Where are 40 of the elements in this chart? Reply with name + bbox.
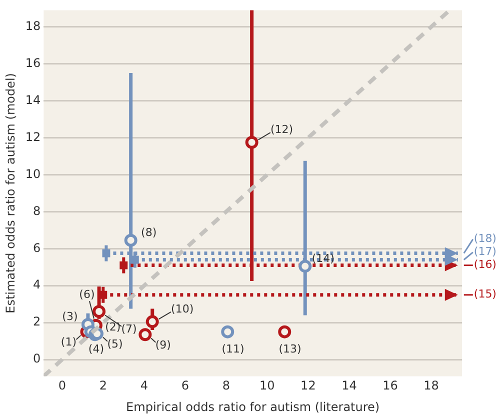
x-tick-label: 10 bbox=[260, 378, 275, 393]
x-tick-label: 6 bbox=[181, 378, 189, 393]
y-tick-label: 12 bbox=[25, 130, 41, 144]
legend-label: (15) bbox=[474, 288, 496, 301]
y-tick-label: 16 bbox=[25, 56, 41, 70]
annotation: (2) bbox=[105, 320, 121, 334]
y-tick-label: 18 bbox=[25, 18, 41, 33]
x-axis-title: Empirical odds ratio for autism (literature) bbox=[126, 400, 380, 414]
x-tick-label: 16 bbox=[382, 378, 398, 393]
annotation: (11) bbox=[222, 342, 244, 356]
y-axis-title: Estimated odds ratio for autism (model) bbox=[3, 73, 18, 314]
annotation: (4) bbox=[88, 342, 104, 356]
annotation: (14) bbox=[312, 252, 334, 265]
x-tick-label: 2 bbox=[99, 378, 107, 393]
y-tick-label: 0 bbox=[33, 352, 41, 366]
y-tick-label: 2 bbox=[33, 314, 41, 329]
legend-label: (16) bbox=[474, 258, 496, 272]
annotation: (7) bbox=[121, 322, 137, 336]
x-tick-label: 4 bbox=[140, 378, 148, 393]
x-tick-label: 0 bbox=[58, 378, 66, 393]
annotation: (10) bbox=[171, 302, 194, 316]
annotation: (13) bbox=[278, 342, 302, 356]
y-tick-label: 10 bbox=[25, 166, 41, 181]
y-tick-label: 4 bbox=[33, 278, 41, 292]
text: (18) bbox=[474, 232, 496, 246]
x-tick-label: 8 bbox=[222, 378, 230, 393]
annotation: (6) bbox=[79, 288, 95, 302]
annotation: (12) bbox=[270, 123, 294, 136]
legend-label: (17) bbox=[474, 245, 496, 258]
annotation: (3) bbox=[62, 310, 78, 324]
y-tick-label: 6 bbox=[33, 240, 41, 255]
annotation: (8) bbox=[141, 226, 157, 239]
annotation: (5) bbox=[107, 337, 123, 350]
y-tick-label: 8 bbox=[33, 204, 41, 218]
x-tick-label: 18 bbox=[424, 378, 439, 393]
y-tick-label: 14 bbox=[25, 92, 41, 107]
x-tick-label: 12 bbox=[300, 378, 316, 393]
annotation: (1) bbox=[60, 335, 77, 348]
annotation: (9) bbox=[155, 338, 171, 352]
x-tick-label: 14 bbox=[342, 378, 357, 393]
